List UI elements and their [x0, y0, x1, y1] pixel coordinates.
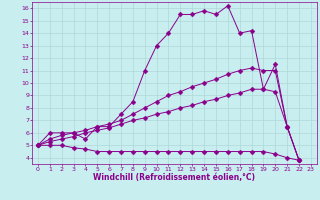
X-axis label: Windchill (Refroidissement éolien,°C): Windchill (Refroidissement éolien,°C)	[93, 173, 255, 182]
